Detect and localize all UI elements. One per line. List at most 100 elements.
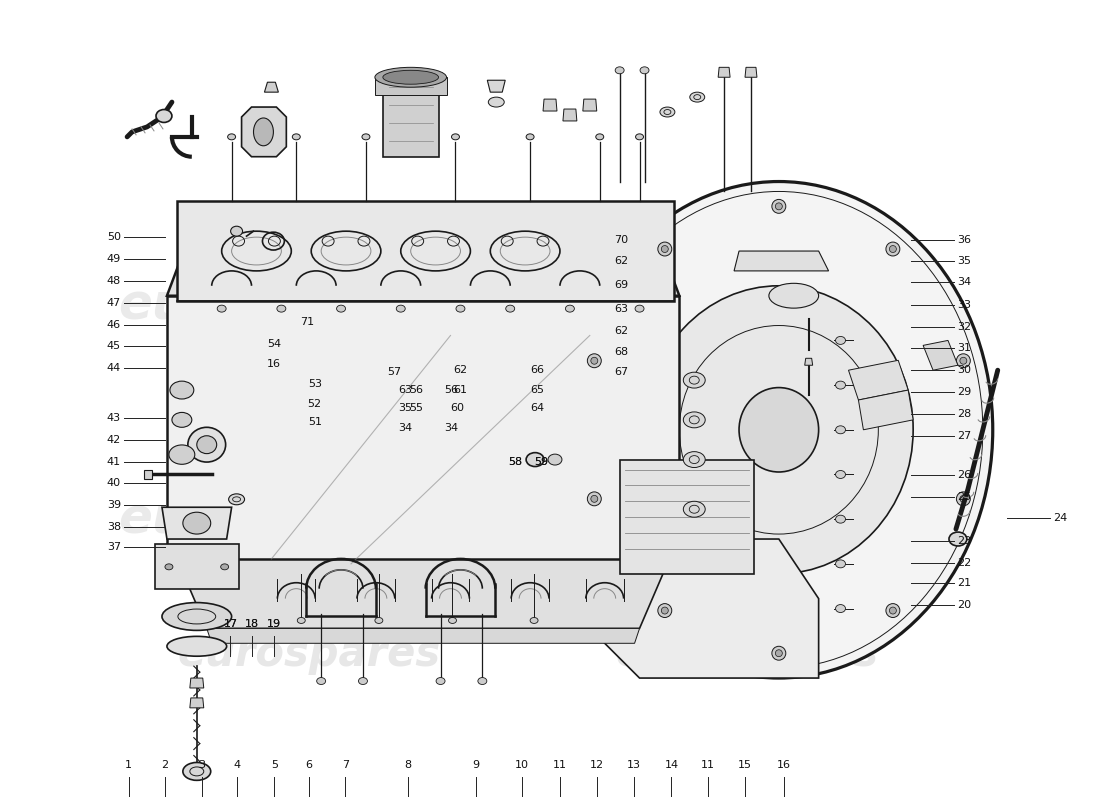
Text: 62: 62: [453, 365, 468, 375]
Text: eurospares: eurospares: [615, 634, 879, 675]
Ellipse shape: [739, 387, 818, 472]
Text: 14: 14: [664, 761, 679, 770]
Ellipse shape: [383, 70, 439, 84]
Ellipse shape: [456, 305, 465, 312]
Ellipse shape: [169, 445, 195, 464]
Text: 16: 16: [778, 761, 791, 770]
Ellipse shape: [451, 134, 460, 140]
Ellipse shape: [591, 358, 597, 364]
Ellipse shape: [253, 118, 274, 146]
Ellipse shape: [776, 650, 782, 657]
Text: 58: 58: [508, 457, 522, 467]
Text: 45: 45: [107, 341, 121, 351]
Ellipse shape: [317, 678, 326, 685]
Ellipse shape: [169, 381, 194, 399]
Ellipse shape: [231, 226, 243, 236]
Text: 31: 31: [957, 343, 971, 354]
Text: 56: 56: [409, 385, 424, 394]
Ellipse shape: [587, 354, 602, 368]
Ellipse shape: [960, 495, 967, 502]
Ellipse shape: [836, 560, 846, 568]
Text: 11: 11: [701, 761, 715, 770]
Text: 49: 49: [107, 254, 121, 264]
Polygon shape: [375, 78, 447, 95]
Text: 5: 5: [271, 761, 277, 770]
Text: 62: 62: [614, 256, 628, 266]
Text: eurospares: eurospares: [119, 495, 435, 543]
Text: 18: 18: [245, 619, 260, 629]
Bar: [619, 459, 754, 574]
Text: 39: 39: [107, 500, 121, 510]
Ellipse shape: [506, 305, 515, 312]
Text: eurospares: eurospares: [588, 495, 905, 543]
Polygon shape: [167, 216, 680, 296]
Text: 25: 25: [957, 492, 971, 502]
Polygon shape: [155, 544, 239, 589]
Text: 42: 42: [107, 434, 121, 445]
Text: 3: 3: [198, 761, 206, 770]
Ellipse shape: [548, 454, 562, 465]
Polygon shape: [718, 67, 730, 78]
Polygon shape: [923, 341, 958, 370]
Ellipse shape: [297, 618, 305, 623]
Polygon shape: [487, 80, 505, 92]
Ellipse shape: [690, 92, 705, 102]
Polygon shape: [543, 99, 557, 111]
Polygon shape: [858, 390, 913, 430]
Polygon shape: [167, 296, 680, 559]
Ellipse shape: [488, 97, 504, 107]
Text: 22: 22: [957, 558, 971, 568]
Ellipse shape: [772, 199, 785, 214]
Text: 50: 50: [107, 232, 121, 242]
Ellipse shape: [658, 242, 672, 256]
Ellipse shape: [661, 607, 669, 614]
Text: 37: 37: [107, 542, 121, 552]
Text: 15: 15: [738, 761, 751, 770]
Polygon shape: [162, 507, 232, 539]
Text: 54: 54: [267, 339, 282, 350]
Text: 2: 2: [162, 761, 168, 770]
Ellipse shape: [661, 246, 669, 253]
Ellipse shape: [375, 618, 383, 623]
Ellipse shape: [645, 286, 913, 574]
Text: 28: 28: [957, 410, 971, 419]
Ellipse shape: [683, 412, 705, 428]
Ellipse shape: [836, 381, 846, 389]
Polygon shape: [242, 107, 286, 157]
Ellipse shape: [683, 452, 705, 467]
Ellipse shape: [886, 242, 900, 256]
Text: 70: 70: [614, 234, 628, 245]
Text: 71: 71: [300, 317, 315, 327]
Text: 18: 18: [245, 619, 260, 629]
Text: 9: 9: [472, 761, 480, 770]
Text: 66: 66: [530, 365, 543, 375]
Text: 34: 34: [957, 278, 971, 287]
Ellipse shape: [477, 678, 487, 685]
Ellipse shape: [836, 470, 846, 478]
Text: 21: 21: [957, 578, 971, 588]
Ellipse shape: [949, 532, 967, 546]
Ellipse shape: [890, 607, 896, 614]
Ellipse shape: [836, 426, 846, 434]
Text: 65: 65: [530, 385, 543, 394]
Text: 48: 48: [107, 276, 121, 286]
Ellipse shape: [449, 618, 456, 623]
Ellipse shape: [769, 283, 818, 308]
Polygon shape: [805, 358, 813, 366]
Bar: [144, 470, 152, 479]
Ellipse shape: [162, 602, 232, 630]
Text: 67: 67: [614, 367, 628, 377]
Polygon shape: [848, 360, 909, 400]
Text: 13: 13: [627, 761, 641, 770]
Ellipse shape: [526, 134, 535, 140]
Ellipse shape: [596, 134, 604, 140]
Ellipse shape: [277, 305, 286, 312]
Ellipse shape: [587, 492, 602, 506]
Text: 17: 17: [223, 619, 238, 629]
Text: 59: 59: [535, 457, 548, 467]
Polygon shape: [583, 99, 597, 111]
Text: 17: 17: [223, 619, 238, 629]
Ellipse shape: [836, 605, 846, 613]
Text: 34: 34: [398, 423, 412, 433]
Ellipse shape: [362, 134, 370, 140]
